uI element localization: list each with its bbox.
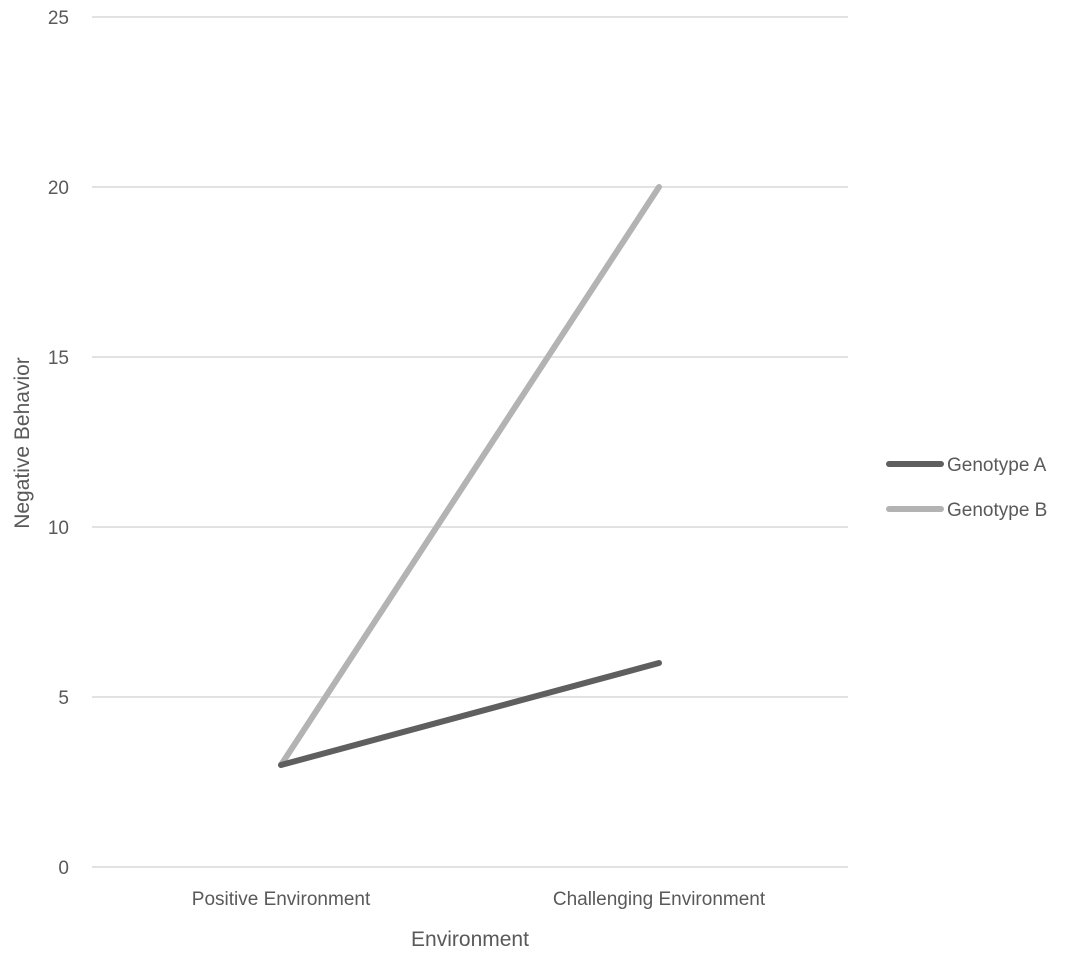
- legend: Genotype A Genotype B: [886, 455, 1047, 521]
- x-tick-label-1: Challenging Environment: [553, 889, 766, 910]
- x-axis-title: Environment: [411, 928, 529, 951]
- y-tick-label-20: 20: [48, 178, 69, 199]
- y-tick-label-5: 5: [58, 688, 69, 709]
- y-axis-title: Negative Behavior: [11, 357, 34, 529]
- x-axis-ticks: Positive Environment Challenging Environm…: [192, 889, 766, 910]
- legend-label-0: Genotype A: [947, 455, 1047, 476]
- series-lines: [278, 184, 662, 768]
- y-tick-label-0: 0: [58, 858, 69, 879]
- gridlines: [92, 16, 848, 868]
- y-axis-ticks: 0 5 10 15 20 25: [48, 8, 69, 879]
- x-tick-label-0: Positive Environment: [192, 889, 371, 910]
- series-line-0: [278, 660, 662, 768]
- y-tick-label-10: 10: [48, 518, 69, 539]
- series-line-1: [278, 184, 662, 768]
- y-tick-label-15: 15: [48, 348, 69, 369]
- legend-label-1: Genotype B: [947, 500, 1047, 521]
- y-tick-label-25: 25: [48, 8, 69, 29]
